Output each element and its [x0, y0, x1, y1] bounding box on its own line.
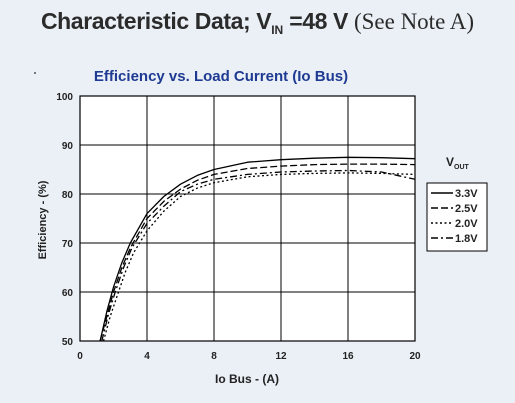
y-tick-label: 60 [62, 288, 74, 299]
legend [426, 182, 488, 252]
x-tick-label: 12 [275, 351, 287, 362]
series-line-2-5V [99, 163, 416, 342]
series-line-2-0V [102, 172, 416, 342]
y-tick-label: 90 [62, 141, 74, 152]
legend-label: 2.0V [455, 218, 478, 230]
grid [80, 96, 415, 341]
x-axis-label: Io Bus - (A) [215, 372, 279, 386]
y-tick-label: 70 [62, 239, 74, 250]
legend-items: 3.3V 2.5V 2.0V 1.8V [431, 188, 478, 245]
plot-area [79, 95, 416, 342]
legend-label: 3.3V [455, 188, 478, 200]
x-tick-label: 20 [409, 351, 421, 362]
y-tick-label: 100 [56, 92, 73, 103]
stray-dot [34, 72, 36, 74]
legend-title: VOUT [446, 155, 470, 171]
x-tick-label: 4 [144, 351, 150, 362]
legend-label: 2.5V [455, 203, 478, 215]
page-title: Characteristic Data; VIN =48 V (See Note… [40, 8, 475, 37]
series-line-1-8V [101, 169, 416, 342]
chart-title: Efficiency vs. Load Current (Io Bus) [94, 68, 348, 85]
x-tick-label: 8 [211, 351, 217, 362]
y-tick-label: 80 [62, 190, 74, 201]
x-tick-label: 0 [77, 351, 83, 362]
series-line-3-3V [99, 156, 416, 342]
series-lines [99, 156, 416, 342]
x-tick-label: 16 [342, 351, 354, 362]
tick-labels: 0 4 8 12 16 20 50 60 70 80 90 100 [56, 92, 421, 362]
legend-label: 1.8V [455, 233, 478, 245]
y-axis-label: Efficiency - (%) [37, 180, 49, 259]
y-tick-label: 50 [62, 337, 74, 348]
